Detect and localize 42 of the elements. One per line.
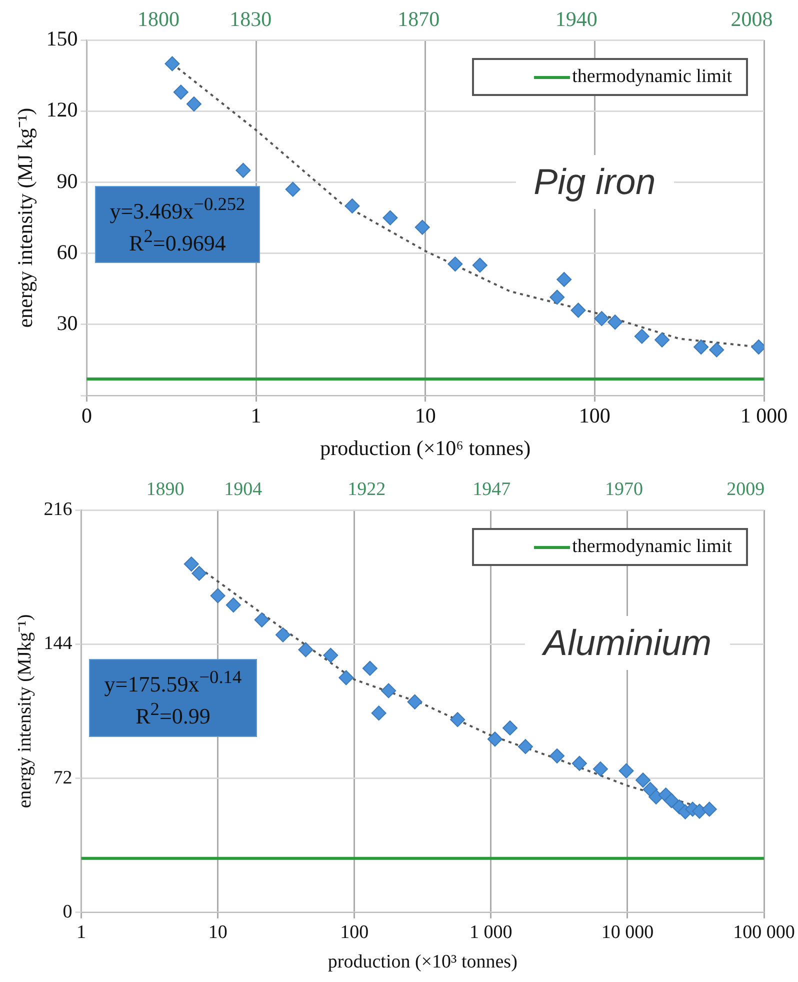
annotation: y=175.59x$^{−0.14}$ — [104, 666, 242, 698]
x-axis-title: production (×10⁶ tonnes) — [320, 436, 531, 460]
annotation: R$^{2}$=0.9694 — [128, 224, 227, 256]
text: 1947 — [472, 479, 511, 501]
y-tick-label: 150 — [46, 26, 78, 51]
x-tick-label: 100 — [578, 404, 610, 428]
y-tick-label: 30 — [56, 310, 78, 335]
y-tick-label: 216 — [44, 498, 72, 520]
text: 1890 — [146, 479, 184, 501]
x-tick-label: 1 — [76, 922, 86, 943]
y-tick-label: 120 — [46, 98, 78, 122]
text: Pig iron — [516, 155, 674, 210]
legend-label: thermodynamic limit — [572, 536, 732, 557]
text: 2008 — [730, 7, 773, 32]
x-axis-title: production (×10³ tonnes) — [328, 952, 518, 973]
legend-label: thermodynamic limit — [572, 66, 732, 87]
y-axis-title: energy intensity (MJ kg⁻¹) — [13, 108, 38, 328]
x-tick-label: 1 000 — [740, 404, 788, 428]
y-axis-title: energy intensity (MJkg⁻¹) — [14, 614, 36, 808]
x-tick-label: 10 — [208, 922, 228, 943]
text: 1800 — [137, 7, 180, 32]
text: Aluminium — [525, 616, 730, 670]
y-tick-label: 60 — [56, 240, 78, 264]
text: 1940 — [555, 7, 598, 32]
text: 2009 — [726, 479, 765, 501]
x-tick-label: 100 — [340, 922, 369, 943]
x-tick-label: 10 000 — [601, 922, 654, 943]
text: 1970 — [605, 479, 644, 501]
y-tick-label: 0 — [62, 901, 72, 922]
annotation: R$^{2}$=0.99 — [134, 698, 212, 730]
y-tick-label: 90 — [56, 168, 78, 193]
x-tick-label: 1 000 — [470, 922, 512, 943]
annotation: y=3.469x$^{−0.252}$ — [110, 192, 246, 225]
text: 1922 — [348, 479, 386, 501]
text: 1904 — [224, 479, 262, 501]
x-tick-label: 1 — [250, 404, 262, 428]
text: 1870 — [398, 7, 440, 32]
y-tick-label: 144 — [44, 633, 73, 654]
y-tick-label: 72 — [53, 767, 72, 788]
x-tick-label: 100 000 — [733, 922, 795, 943]
text: 1830 — [230, 7, 272, 32]
x-tick-label: 10 — [414, 404, 436, 428]
